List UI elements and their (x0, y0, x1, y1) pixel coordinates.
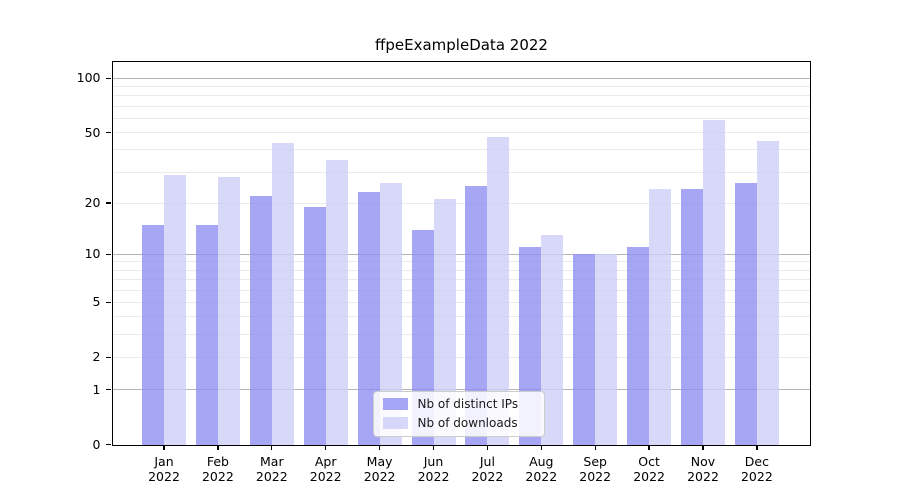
y-tick-label-5: 5 (92, 294, 101, 310)
bar-nb-of-downloads-jan-2022 (164, 174, 186, 445)
x-tick-label-mar-2022: Mar 2022 (255, 453, 288, 485)
bar-nb-of-distinct-ips-sep-2022 (573, 254, 596, 445)
y-tick-20 (106, 202, 111, 204)
gridline-minor-7 (112, 279, 810, 281)
x-tick-label-dec-2022: Dec 2022 (740, 453, 773, 485)
bar-nb-of-distinct-ips-feb-2022 (195, 224, 218, 445)
bar-nb-of-downloads-mar-2022 (271, 142, 294, 445)
bar-nb-of-distinct-ips-jul-2022 (465, 186, 488, 445)
y-tick-label-100: 100 (76, 70, 101, 86)
y-tick-label-20: 20 (84, 194, 101, 210)
x-tick-sep-2022 (594, 445, 596, 450)
plot-area: 0 1 2 5 10 20 50 100 Jan 2022 Feb 2022 Mar 2022 Apr… (77, 60, 811, 484)
bar-nb-of-downloads-jul-2022 (487, 137, 510, 445)
bar-nb-of-downloads-feb-2022 (217, 177, 240, 445)
x-tick-jun-2022 (432, 445, 435, 450)
x-tick-label-oct-2022: Oct 2022 (633, 453, 665, 485)
x-tick-label-jun-2022: Jun 2022 (417, 453, 450, 485)
bar-nb-of-downloads-apr-2022 (325, 160, 348, 445)
gridline-minor-2 (112, 356, 810, 358)
bar-nb-of-distinct-ips-nov-2022 (681, 189, 703, 445)
x-tick-mar-2022 (271, 445, 273, 450)
bar-nb-of-distinct-ips-oct-2022 (627, 247, 650, 445)
y-tick-100 (106, 77, 111, 80)
x-tick-dec-2022 (756, 445, 758, 450)
gridline-minor-5 (112, 301, 810, 303)
y-tick-10 (106, 253, 111, 255)
gridline-minor-8 (112, 269, 810, 271)
gridline-major-100 (112, 77, 810, 79)
y-tick-2 (106, 356, 111, 358)
gridline-minor-6 (112, 289, 810, 291)
x-tick-label-apr-2022: Apr 2022 (309, 453, 342, 485)
x-tick-label-jul-2022: Jul 2022 (471, 453, 504, 485)
x-tick-oct-2022 (648, 445, 650, 450)
bar-nb-of-downloads-dec-2022 (756, 140, 779, 445)
bar-nb-of-downloads-nov-2022 (703, 119, 725, 445)
y-tick-label-1: 1 (92, 381, 101, 397)
gridline-minor-9 (112, 261, 810, 263)
gridline-major-1 (112, 389, 810, 391)
y-tick-5 (106, 301, 111, 304)
y-tick-50 (106, 131, 111, 134)
gridline-major-10 (112, 253, 810, 255)
y-tick-0 (106, 443, 111, 446)
chart-title: ffpeExampleData 2022 (375, 36, 548, 54)
bar-nb-of-downloads-may-2022 (379, 183, 402, 445)
y-tick-1 (106, 388, 111, 391)
bar-nb-of-downloads-jun-2022 (433, 199, 456, 445)
x-tick-aug-2022 (540, 445, 542, 450)
x-tick-label-sep-2022: Sep 2022 (579, 453, 612, 485)
y-tick-label-0: 0 (92, 436, 101, 452)
x-tick-feb-2022 (217, 445, 219, 450)
legend-swatch-downloads (382, 417, 408, 429)
x-tick-may-2022 (378, 445, 381, 450)
bar-nb-of-downloads-sep-2022 (595, 254, 618, 445)
y-tick-label-10: 10 (84, 246, 101, 262)
x-tick-jul-2022 (486, 445, 489, 450)
gridline-minor-4 (112, 316, 810, 318)
bar-nb-of-distinct-ips-apr-2022 (303, 206, 326, 445)
x-tick-nov-2022 (702, 445, 704, 450)
bar-nb-of-distinct-ips-jan-2022 (142, 224, 164, 445)
bar-nb-of-distinct-ips-mar-2022 (249, 195, 272, 445)
legend-item-distinct-ips: Nb of distinct IPs (382, 397, 535, 411)
gridline-minor-30 (112, 171, 810, 173)
x-tick-jan-2022 (163, 445, 165, 450)
bar-nb-of-distinct-ips-dec-2022 (734, 183, 757, 445)
x-tick-label-aug-2022: Aug 2022 (525, 453, 558, 485)
legend-label-distinct-ips: Nb of distinct IPs (417, 397, 519, 411)
y-tick-label-2: 2 (92, 349, 101, 365)
legend: Nb of distinct IPs Nb of downloads (372, 390, 545, 437)
gridline-minor-90 (112, 86, 810, 88)
legend-label-downloads: Nb of downloads (417, 416, 518, 430)
x-tick-apr-2022 (325, 445, 327, 450)
legend-item-downloads: Nb of downloads (382, 416, 535, 430)
grid-layer (112, 62, 810, 445)
bar-nb-of-downloads-aug-2022 (541, 235, 564, 445)
gridline-minor-3 (112, 334, 810, 336)
gridline-minor-70 (112, 105, 810, 107)
x-tick-label-feb-2022: Feb 2022 (201, 453, 234, 485)
gridline-minor-40 (112, 149, 810, 151)
legend-swatch-distinct-ips (382, 398, 408, 410)
y-tick-label-50: 50 (84, 124, 101, 140)
gridline-minor-20 (112, 202, 810, 204)
axis-layer: 0 1 2 5 10 20 50 100 Jan 2022 Feb 2022 Mar 2022 Apr… (77, 62, 810, 484)
bar-nb-of-downloads-oct-2022 (649, 189, 672, 445)
x-tick-label-jan-2022: Jan 2022 (148, 453, 180, 485)
x-tick-label-nov-2022: Nov 2022 (687, 453, 719, 485)
gridline-minor-60 (112, 117, 810, 119)
gridline-minor-80 (112, 95, 810, 97)
x-tick-label-may-2022: May 2022 (363, 453, 396, 485)
bar-nb-of-distinct-ips-may-2022 (357, 192, 380, 445)
gridline-minor-50 (112, 132, 810, 134)
